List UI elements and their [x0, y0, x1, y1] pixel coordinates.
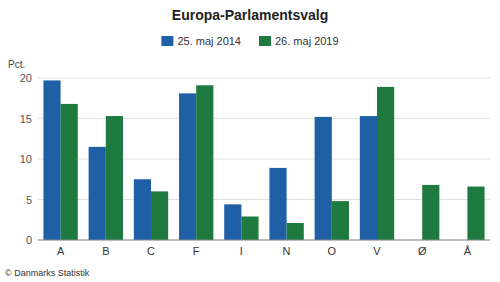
x-tick-label: O [328, 245, 337, 257]
legend-label: 26. maj 2019 [275, 35, 339, 47]
x-tick-label: N [283, 245, 291, 257]
grid-line [38, 240, 490, 241]
bar [360, 116, 377, 240]
legend-swatch [259, 36, 271, 46]
legend-swatch [161, 36, 173, 46]
legend-item: 26. maj 2019 [259, 35, 339, 47]
x-tick-label: I [240, 245, 243, 257]
y-tick-label: 0 [26, 234, 32, 246]
bar [134, 179, 151, 240]
bar [422, 185, 439, 240]
x-tick-label: F [193, 245, 200, 257]
bar [287, 223, 304, 240]
bar [224, 204, 241, 240]
bar [315, 117, 332, 240]
y-tick-label: 15 [20, 113, 32, 125]
bar [61, 104, 78, 240]
legend-item: 25. maj 2014 [161, 35, 241, 47]
bar [269, 168, 286, 240]
x-tick-label: B [102, 245, 109, 257]
x-tick-label: A [57, 245, 65, 257]
x-tick-label: Ø [418, 245, 427, 257]
x-tick-label: C [147, 245, 155, 257]
legend: 25. maj 2014 26. maj 2019 [161, 35, 338, 47]
bar [332, 201, 349, 240]
bar [241, 217, 258, 240]
legend-label: 25. maj 2014 [177, 35, 241, 47]
bar [151, 191, 168, 240]
bar [196, 85, 213, 240]
grid-line [38, 78, 490, 79]
y-axis-label: Pct. [8, 59, 25, 70]
title: Europa-Parlamentsvalg [172, 7, 328, 23]
x-tick-label: Å [464, 245, 472, 257]
bar [106, 116, 123, 240]
y-tick-label: 10 [20, 153, 32, 165]
bar [377, 87, 394, 240]
chart: Europa-Parlamentsvalg 25. maj 2014 26. maj… [0, 0, 500, 282]
x-axis-line [38, 240, 490, 241]
bar [89, 147, 106, 240]
bar [43, 80, 60, 240]
grid [38, 78, 490, 240]
bar [179, 93, 196, 240]
y-tick-label: 20 [20, 72, 32, 84]
y-tick-label: 5 [26, 194, 32, 206]
footer: © Danmarks Statistik [5, 268, 90, 278]
bar [467, 187, 484, 240]
x-tick-label: V [373, 245, 381, 257]
